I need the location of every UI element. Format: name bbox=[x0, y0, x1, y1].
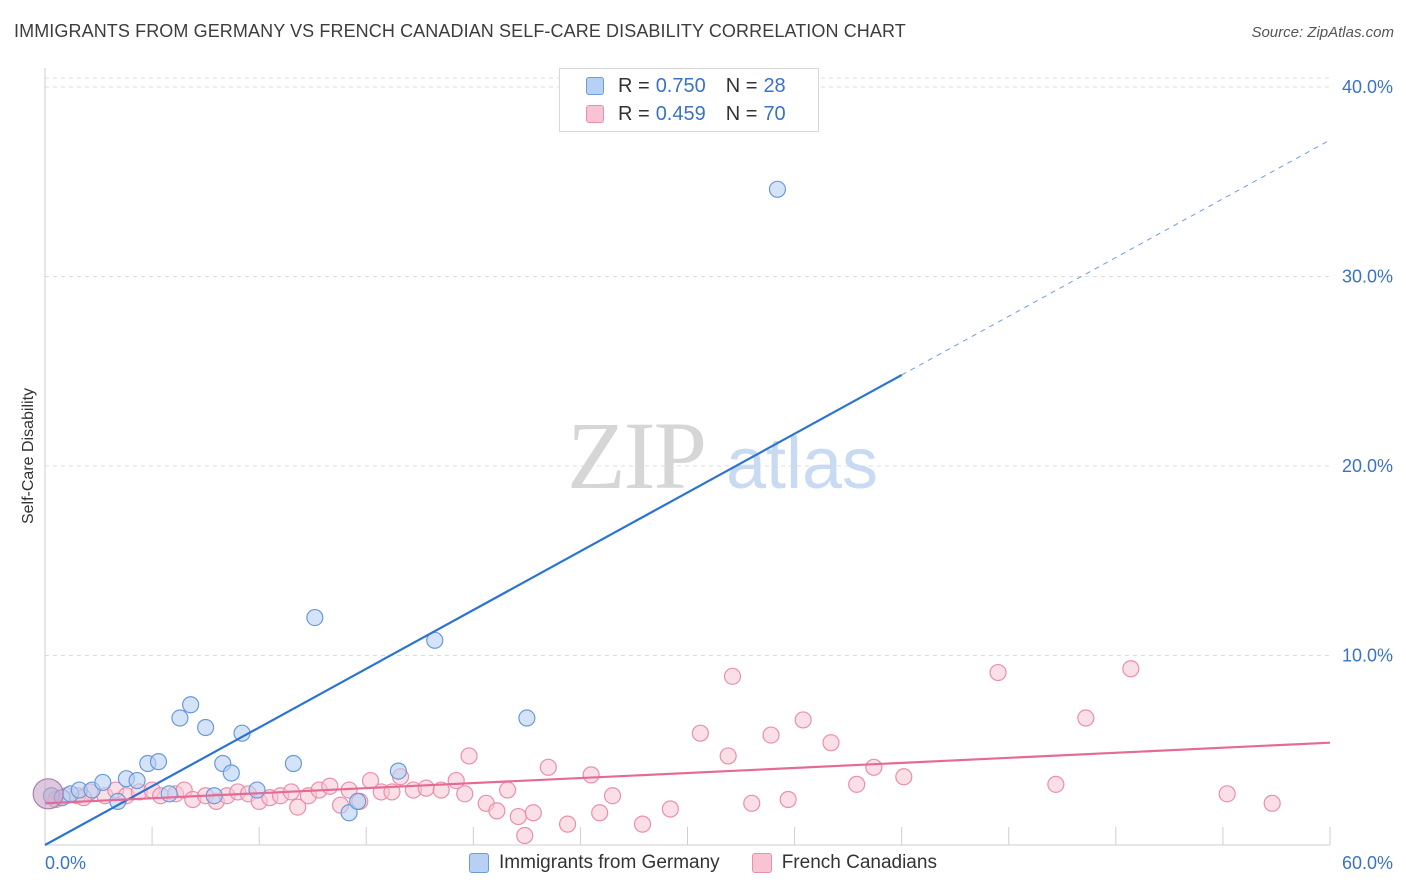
legend-swatch-blue bbox=[469, 853, 490, 873]
data-point-french-canadians bbox=[1218, 785, 1236, 803]
data-point-germany bbox=[128, 771, 146, 790]
stats-legend: R = 0.750 N = 28 R = 0.459 N = 70 bbox=[559, 68, 819, 132]
data-point-french-canadians bbox=[633, 815, 652, 833]
trend-lines bbox=[44, 139, 1331, 846]
grid-lines bbox=[45, 77, 1330, 656]
data-point-french-canadians bbox=[432, 781, 450, 799]
data-point-germany bbox=[94, 773, 112, 792]
legend-row-french-canadians: R = 0.459 N = 70 bbox=[586, 101, 786, 127]
y-tick-label: 40.0% bbox=[1342, 77, 1393, 97]
data-point-germany bbox=[149, 753, 168, 771]
y-tick-label: 10.0% bbox=[1342, 645, 1393, 665]
data-point-french-canadians bbox=[719, 747, 737, 765]
data-point-french-canadians bbox=[460, 747, 478, 765]
data-point-germany bbox=[349, 792, 367, 811]
data-point-french-canadians bbox=[1047, 775, 1065, 793]
legend-swatch-pink bbox=[751, 853, 772, 873]
data-point-french-canadians bbox=[989, 663, 1007, 682]
trend-line-germany-extension bbox=[901, 139, 1331, 376]
data-point-french-canadians bbox=[524, 804, 542, 822]
watermark-zip: ZIP bbox=[567, 402, 705, 509]
data-point-germany bbox=[171, 709, 189, 727]
data-point-germany bbox=[768, 180, 787, 198]
legend-n-label: N = bbox=[725, 74, 758, 97]
legend-label-french-canadians: French Canadians bbox=[781, 852, 937, 873]
data-point-french-canadians bbox=[779, 790, 797, 809]
legend-item-french-canadians[interactable]: French Canadians bbox=[751, 852, 937, 874]
data-point-french-canadians bbox=[516, 826, 534, 845]
x-tick-label: 60.0% bbox=[1342, 853, 1393, 873]
legend-swatch-blue bbox=[586, 77, 604, 95]
data-point-french-canadians bbox=[591, 804, 609, 822]
data-point-french-canadians bbox=[603, 787, 622, 805]
data-point-french-canadians bbox=[539, 758, 557, 776]
legend-swatch-pink bbox=[586, 105, 604, 123]
data-point-french-canadians bbox=[488, 802, 506, 820]
legend-row-germany: R = 0.750 N = 28 bbox=[586, 73, 786, 99]
data-point-french-canadians bbox=[794, 711, 812, 729]
data-point-french-canadians bbox=[723, 667, 742, 685]
data-point-germany bbox=[306, 608, 324, 627]
y-tick-label: 20.0% bbox=[1342, 456, 1393, 476]
data-point-french-canadians bbox=[417, 779, 435, 797]
y-tick-label: 30.0% bbox=[1342, 266, 1393, 286]
data-point-french-canadians bbox=[661, 800, 679, 818]
data-point-french-canadians bbox=[499, 781, 517, 799]
data-point-french-canadians bbox=[848, 775, 866, 793]
data-point-germany bbox=[182, 696, 200, 714]
data-point-french-canadians bbox=[743, 794, 761, 812]
legend-r-label: R = bbox=[618, 102, 650, 125]
legend-item-germany[interactable]: Immigrants from Germany bbox=[469, 852, 720, 874]
y-axis-label: Self-Care Disability bbox=[20, 387, 37, 525]
legend-n-label: N = bbox=[725, 102, 758, 125]
data-point-french-canadians bbox=[321, 777, 339, 795]
data-point-french-canadians bbox=[865, 758, 883, 776]
data-point-germany bbox=[518, 709, 536, 727]
legend-n-value: 28 bbox=[763, 74, 786, 97]
x-tick-label: 0.0% bbox=[45, 853, 86, 873]
data-point-french-canadians bbox=[289, 798, 307, 816]
watermark-atlas: atlas bbox=[726, 424, 878, 504]
data-point-french-canadians bbox=[1263, 794, 1281, 812]
french-canadians-points bbox=[47, 660, 1281, 845]
axes bbox=[44, 68, 1331, 846]
chart-title: IMMIGRANTS FROM GERMANY VS FRENCH CANADI… bbox=[14, 21, 906, 41]
legend-r-label: R = bbox=[618, 74, 650, 97]
legend-n-value: 70 bbox=[763, 102, 786, 125]
legend-r-value: 0.459 bbox=[655, 102, 706, 125]
data-point-french-canadians bbox=[558, 815, 577, 833]
legend-r-value: 0.750 bbox=[655, 74, 706, 97]
trend-line-french-canadians bbox=[44, 741, 1331, 805]
source-label: Source: ZipAtlas.com bbox=[1251, 24, 1394, 41]
data-point-french-canadians bbox=[1122, 660, 1140, 678]
data-point-french-canadians bbox=[509, 807, 527, 826]
data-point-germany bbox=[197, 718, 215, 737]
data-point-germany bbox=[389, 762, 407, 780]
data-point-french-canadians bbox=[822, 734, 840, 752]
data-point-germany bbox=[340, 804, 358, 822]
data-point-french-canadians bbox=[582, 766, 600, 784]
trend-line-germany bbox=[44, 374, 903, 846]
data-point-french-canadians bbox=[456, 785, 474, 803]
data-point-french-canadians bbox=[895, 768, 913, 786]
data-point-germany bbox=[284, 754, 303, 773]
data-point-french-canadians bbox=[691, 724, 709, 742]
watermark: ZIP atlas bbox=[567, 402, 878, 509]
legend-label-germany: Immigrants from Germany bbox=[499, 852, 720, 873]
data-point-germany bbox=[222, 764, 240, 782]
data-point-germany bbox=[160, 785, 178, 803]
data-point-cluster bbox=[32, 778, 64, 810]
data-point-french-canadians bbox=[762, 726, 780, 744]
data-point-germany bbox=[248, 781, 266, 799]
tick-labels: 10.0% 20.0% 30.0% 40.0% 0.0% 60.0% bbox=[45, 77, 1393, 873]
data-point-french-canadians bbox=[1077, 709, 1095, 727]
series-legend: Immigrants from Germany French Canadians bbox=[0, 852, 1406, 874]
